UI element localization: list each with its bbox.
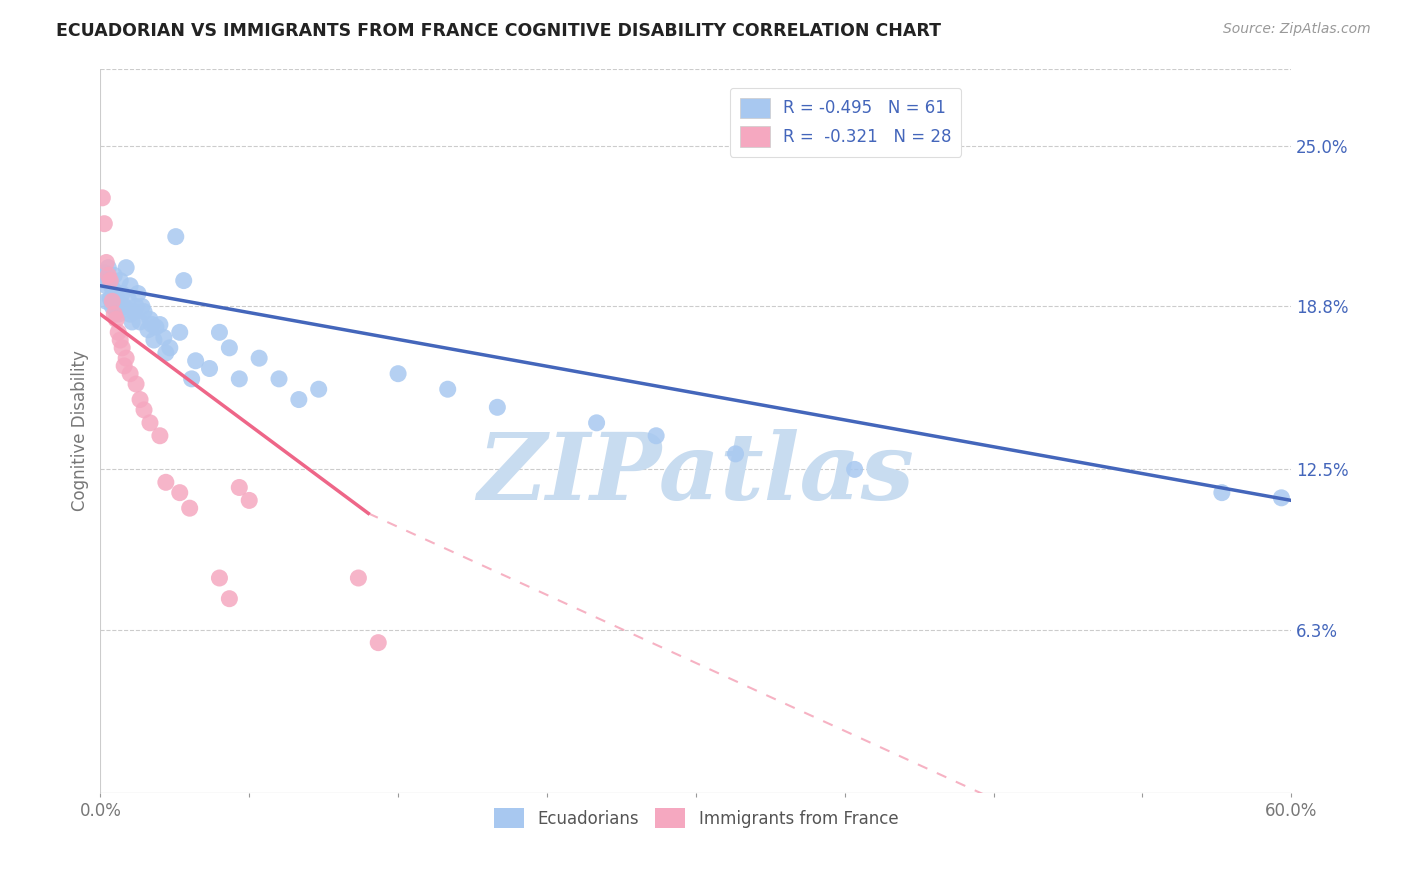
Point: [139, 312, 162, 326]
Point: [145, 320, 167, 334]
Point: [142, 333, 165, 347]
Point: [120, 278, 142, 293]
Point: [97, 271, 120, 285]
Point: [347, 571, 370, 585]
Point: [91, 274, 114, 288]
Point: [108, 274, 131, 288]
Text: ECUADORIAN VS IMMIGRANTS FROM FRANCE COGNITIVE DISABILITY CORRELATION CHART: ECUADORIAN VS IMMIGRANTS FROM FRANCE COG…: [56, 22, 941, 40]
Point: [238, 493, 260, 508]
Point: [218, 341, 240, 355]
Point: [101, 281, 124, 295]
Point: [141, 318, 163, 332]
Point: [132, 304, 155, 318]
Point: [1211, 485, 1233, 500]
Point: [184, 353, 207, 368]
Point: [101, 294, 124, 309]
Point: [844, 462, 866, 476]
Point: [159, 341, 181, 355]
Point: [155, 346, 177, 360]
Point: [228, 372, 250, 386]
Point: [97, 268, 120, 283]
Point: [105, 304, 128, 318]
Point: [115, 351, 138, 366]
Text: ZIPatlas: ZIPatlas: [478, 429, 914, 519]
Point: [107, 326, 129, 340]
Point: [121, 315, 143, 329]
Point: [367, 635, 389, 649]
Y-axis label: Cognitive Disability: Cognitive Disability: [72, 351, 89, 511]
Point: [115, 260, 138, 275]
Point: [111, 341, 134, 355]
Point: [218, 591, 240, 606]
Point: [112, 300, 135, 314]
Point: [136, 323, 159, 337]
Point: [103, 268, 125, 283]
Point: [149, 318, 172, 332]
Point: [108, 333, 131, 347]
Point: [288, 392, 311, 407]
Point: [179, 501, 201, 516]
Point: [208, 326, 231, 340]
Point: [149, 429, 172, 443]
Text: Source: ZipAtlas.com: Source: ZipAtlas.com: [1223, 22, 1371, 37]
Point: [98, 274, 121, 288]
Point: [131, 300, 153, 314]
Point: [97, 260, 120, 275]
Point: [169, 485, 191, 500]
Point: [208, 571, 231, 585]
Point: [120, 367, 142, 381]
Point: [169, 326, 191, 340]
Point: [96, 255, 118, 269]
Point: [1270, 491, 1292, 505]
Point: [108, 297, 131, 311]
Point: [105, 312, 128, 326]
Point: [724, 447, 747, 461]
Point: [122, 304, 145, 318]
Point: [96, 278, 118, 293]
Point: [165, 229, 187, 244]
Point: [129, 392, 152, 407]
Point: [111, 286, 134, 301]
Point: [125, 300, 148, 314]
Point: [120, 307, 142, 321]
Point: [112, 359, 135, 373]
Point: [645, 429, 668, 443]
Point: [387, 367, 409, 381]
Point: [91, 191, 114, 205]
Point: [103, 307, 125, 321]
Point: [486, 401, 509, 415]
Point: [139, 416, 162, 430]
Point: [129, 315, 152, 329]
Point: [98, 292, 121, 306]
Point: [132, 403, 155, 417]
Point: [155, 475, 177, 490]
Point: [153, 330, 176, 344]
Point: [103, 284, 125, 298]
Point: [93, 217, 115, 231]
Point: [180, 372, 202, 386]
Point: [247, 351, 270, 366]
Legend: Ecuadorians, Immigrants from France: Ecuadorians, Immigrants from France: [486, 801, 905, 835]
Point: [228, 481, 250, 495]
Point: [101, 300, 124, 314]
Point: [436, 382, 458, 396]
Point: [105, 289, 128, 303]
Point: [198, 361, 221, 376]
Point: [308, 382, 330, 396]
Point: [127, 286, 149, 301]
Point: [267, 372, 290, 386]
Point: [125, 377, 148, 392]
Point: [117, 292, 139, 306]
Point: [107, 307, 129, 321]
Point: [98, 276, 121, 290]
Point: [173, 274, 195, 288]
Point: [93, 266, 115, 280]
Point: [96, 294, 118, 309]
Point: [585, 416, 607, 430]
